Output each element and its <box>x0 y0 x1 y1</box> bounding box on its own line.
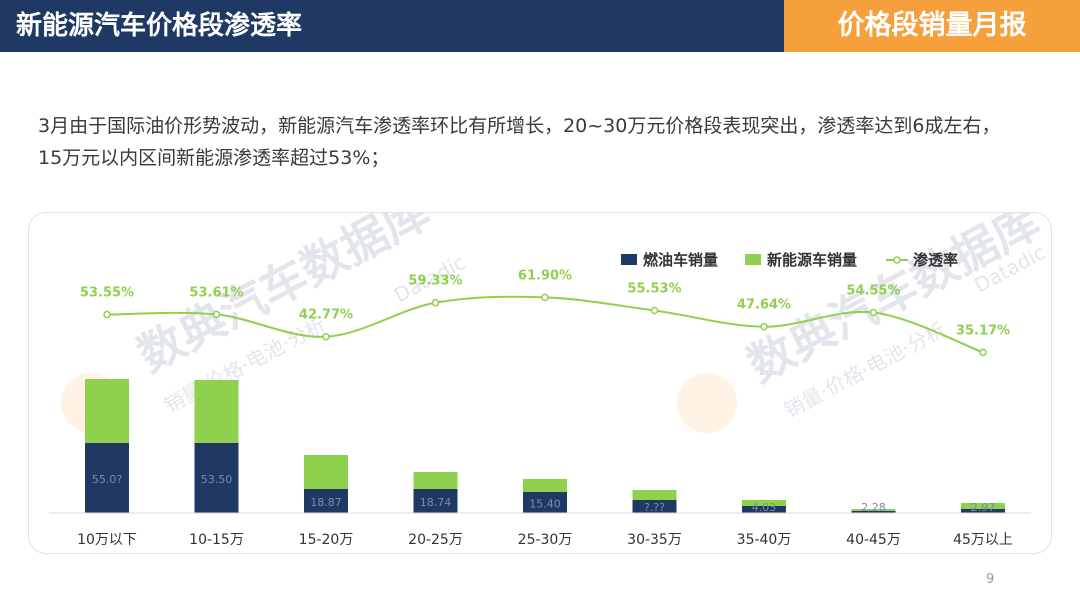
rate-point <box>212 310 221 319</box>
x-tick-label: 40-45万 <box>846 532 901 548</box>
bar-nev <box>523 479 567 492</box>
bar-nev <box>194 380 239 443</box>
rate-point <box>431 298 440 307</box>
bar-fuel <box>632 500 677 513</box>
chart-card: 数典汽车数据库 销量·价格·电池·分析 Datadic 数典汽车数据库 销量·价… <box>28 184 1052 554</box>
bar-nev <box>632 490 677 500</box>
legend-swatch-fuel <box>621 254 637 265</box>
rate-point <box>869 308 878 317</box>
rate-point <box>103 310 111 319</box>
report-tag: 价格段销量月报 <box>784 0 1080 52</box>
rate-point <box>322 332 330 341</box>
page-title: 新能源汽车价格段渗透率 <box>16 11 303 41</box>
x-tick-label: 45万以上 <box>953 532 1013 548</box>
bar-nev <box>304 455 348 489</box>
bar-nev <box>413 472 458 489</box>
bar-fuel <box>742 506 786 513</box>
bar-layer: 55.0? 53.50 18.87 18.74 15.40?.?? 4.03 2.28 2.9… <box>85 379 1005 514</box>
x-tick-label: 10-15万 <box>189 532 244 548</box>
rate-point <box>650 306 659 315</box>
legend-label-rate: 渗透率 <box>913 251 958 269</box>
rate-label: 61.90% <box>518 268 572 283</box>
x-tick-label: 35-40万 <box>737 532 792 548</box>
rate-label: 53.55% <box>80 286 134 301</box>
bar-value-label: 2.28 <box>861 501 886 514</box>
penetration-chart: 数典汽车数据库 销量·价格·电池·分析 Datadic 数典汽车数据库 销量·价… <box>49 184 1049 548</box>
bar-value-label: 18.87 <box>310 496 342 509</box>
rate-point <box>760 322 768 331</box>
bar-fuel <box>304 489 348 513</box>
bar-fuel <box>85 443 129 513</box>
x-tick-label: 20-25万 <box>408 532 463 548</box>
rate-label: 55.53% <box>627 281 681 296</box>
bar-fuel <box>523 492 567 513</box>
legend-marker-rate <box>893 256 901 264</box>
header-bar: 新能源汽车价格段渗透率 价格段销量月报 <box>0 0 1080 52</box>
x-tick-label: 25-30万 <box>518 532 573 548</box>
bar-value-label: 2.97 <box>971 501 996 514</box>
x-tick-label: 10万以下 <box>77 532 137 548</box>
rate-label: 54.55% <box>846 283 900 298</box>
watermark-logo-2 <box>677 373 737 433</box>
x-tick-label: 30-35万 <box>627 532 682 548</box>
bar-value-label: 15.40 <box>529 498 561 511</box>
rate-label: 59.33% <box>408 274 462 289</box>
intro-line-1: 3月由于国际油价形势波动，新能源汽车渗透率环比有所增长，20~30万元价格段表现… <box>38 115 1001 137</box>
bar-value-label: 18.74 <box>420 496 452 509</box>
rate-point <box>979 348 987 357</box>
rate-label: 42.77% <box>299 308 353 323</box>
bar-nev <box>961 503 1005 509</box>
bar-value-label: 4.03 <box>752 501 777 514</box>
bar-value-label: 53.50 <box>201 473 233 486</box>
bar-fuel <box>413 489 458 513</box>
legend-label-nev: 新能源车销量 <box>767 251 857 269</box>
legend-label-fuel: 燃油车销量 <box>643 251 718 269</box>
intro-text: 3月由于国际油价形势波动，新能源汽车渗透率环比有所增长，20~30万元价格段表现… <box>38 110 1058 174</box>
legend-swatch-nev <box>745 254 761 265</box>
rate-label: 47.64% <box>737 298 791 313</box>
legend: 燃油车销量 新能源车销量 渗透率 <box>621 251 958 269</box>
bar-value-label: ?.?? <box>644 501 665 514</box>
bar-nev <box>851 509 896 511</box>
bar-nev <box>742 500 786 506</box>
x-tick-label: 15-20万 <box>299 532 354 548</box>
rate-point <box>541 293 549 302</box>
bar-nev <box>85 379 129 443</box>
bar-value-label: 55.0? <box>92 473 122 486</box>
rate-label: 53.61% <box>189 285 243 300</box>
bar-fuel <box>961 509 1005 513</box>
rate-label: 35.17% <box>956 323 1010 338</box>
bar-fuel <box>194 443 239 513</box>
rate-line-layer: 53.55% 53.61% 42.77% 59.33% 61.90% 55.53% 47.6… <box>80 268 1010 357</box>
bar-fuel <box>851 511 896 513</box>
intro-line-2: 15万元以内区间新能源渗透率超过53%； <box>38 147 390 169</box>
page-number: 9 <box>986 572 995 587</box>
x-tick-labels: 10万以下 10-15万 15-20万 20-25万 25-30万 30-35万 35-40… <box>77 532 1013 548</box>
